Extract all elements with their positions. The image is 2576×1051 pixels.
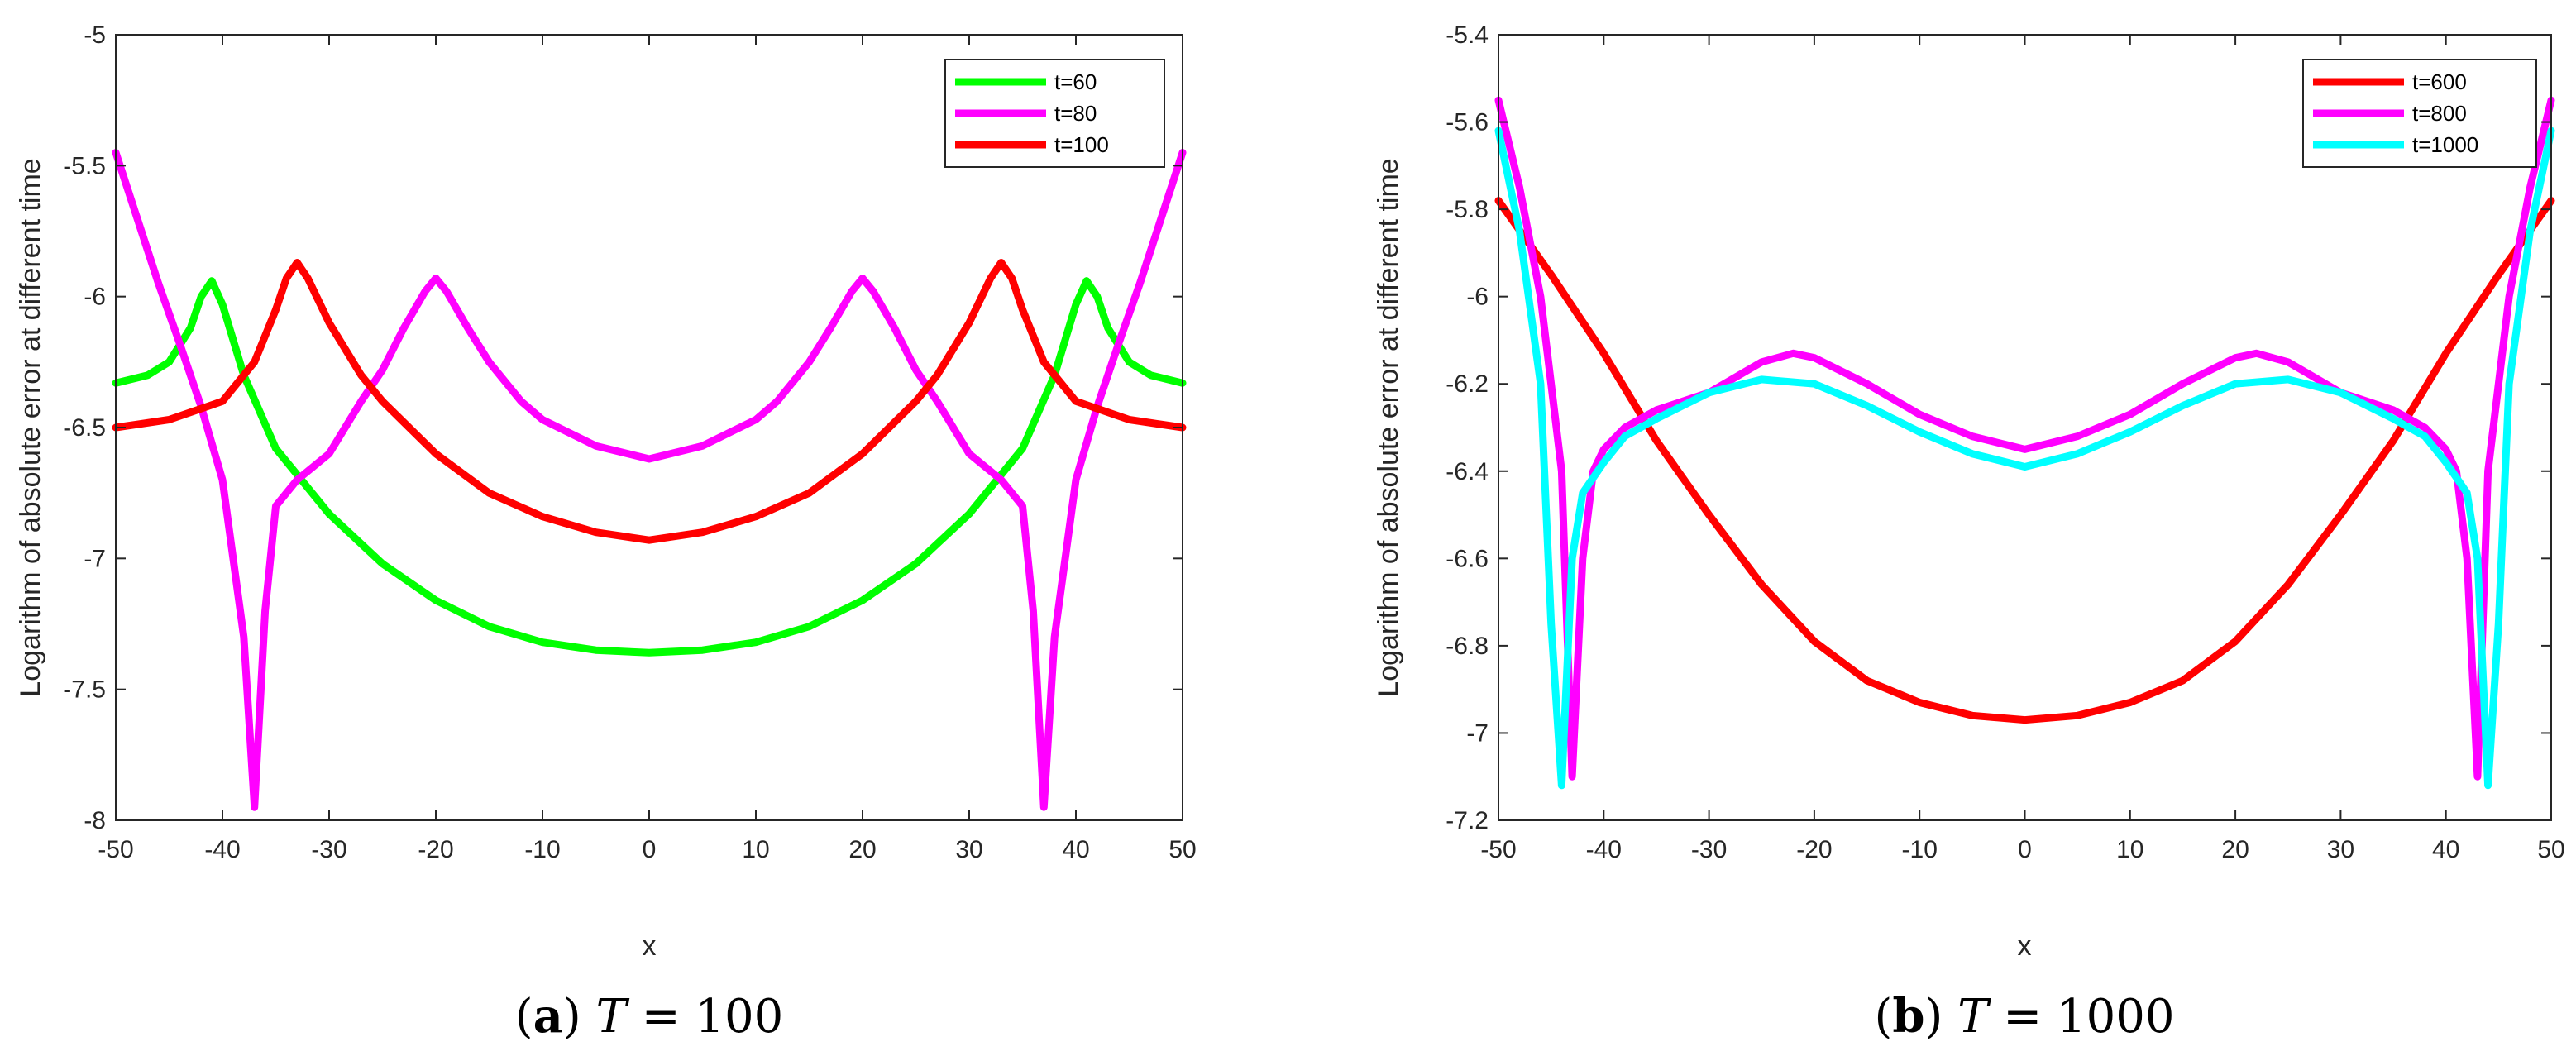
legend-label: t=80 <box>1054 101 1097 126</box>
y-tick-label: -5.4 <box>1446 21 1489 49</box>
x-tick-label: 30 <box>955 836 982 863</box>
y-tick-label: -6 <box>84 284 106 311</box>
y-axis-label-a: Logarithm of absolute error at different… <box>15 158 46 696</box>
y-tick-label: -5.6 <box>1446 109 1489 136</box>
x-tick-label: 50 <box>2537 836 2564 863</box>
x-tick-label: 50 <box>1169 836 1196 863</box>
y-tick-label: -6 <box>1466 284 1489 311</box>
series-line-t-600 <box>1494 197 2555 724</box>
x-tick-label: 0 <box>643 836 657 863</box>
x-tick-label: -10 <box>1902 836 1938 863</box>
y-tick-label: -7.2 <box>1446 807 1489 834</box>
caption-a-tag: a <box>533 989 563 1044</box>
x-tick-label: -20 <box>1796 836 1832 863</box>
caption-b-relation: = 1000 <box>2003 990 2174 1044</box>
caption-b: (b) T = 1000 <box>1874 989 2174 1044</box>
series-line-t-800 <box>1494 96 2555 781</box>
y-tick-label: -6.8 <box>1446 633 1489 660</box>
legend-label: t=1000 <box>2412 132 2478 157</box>
legend-label: t=60 <box>1054 69 1097 94</box>
y-tick-label: -5 <box>84 21 106 49</box>
series-line-t-80 <box>112 149 1187 811</box>
chart-panel-b: t=600 t=800 t=1000 -50 -40 -30 -20 -10 0 10 20 30 4… <box>1373 21 2565 1044</box>
legend-label: t=600 <box>2412 69 2467 94</box>
y-tick-label: -5.5 <box>63 152 106 179</box>
x-axis-b: -50 -40 -30 -20 -10 0 10 20 30 40 50 <box>1480 35 2565 863</box>
caption-a: (a) T = 100 <box>515 989 784 1044</box>
series-line-t-1000 <box>1494 127 2555 790</box>
legend-b: t=600 t=800 t=1000 <box>2302 59 2537 168</box>
series-line-t-100 <box>112 259 1187 544</box>
x-tick-label: -30 <box>1691 836 1727 863</box>
y-tick-label: -6.4 <box>1446 458 1489 485</box>
y-tick-label: -6.5 <box>63 414 106 442</box>
x-tick-label: 0 <box>2018 836 2032 863</box>
x-tick-label: 40 <box>1062 836 1089 863</box>
x-tick-label: 10 <box>742 836 769 863</box>
x-tick-label: 30 <box>2327 836 2354 863</box>
x-tick-label: -10 <box>524 836 560 863</box>
x-axis-label-a: x <box>643 930 657 962</box>
chart-panel-a: t=60 t=80 t=100 -50 -40 -30 -20 -10 0 10 20 30 40 50… <box>15 21 1197 1044</box>
x-tick-label: -20 <box>418 836 453 863</box>
legend-a: t=60 t=80 t=100 <box>944 59 1165 168</box>
y-tick-label: -7 <box>84 545 106 572</box>
legend-label: t=100 <box>1054 132 1109 157</box>
x-axis-label-b: x <box>2018 930 2032 962</box>
caption-b-variable: T <box>1957 990 1991 1044</box>
y-tick-label: -7.5 <box>63 676 106 704</box>
x-tick-label: -50 <box>1480 836 1516 863</box>
caption-b-tag: b <box>1892 989 1924 1044</box>
y-tick-label: -6.2 <box>1446 370 1489 398</box>
y-axis-a: -8 -7.5 -7 -6.5 -6 -5.5 -5 <box>63 21 1183 834</box>
x-axis-a: -50 -40 -30 -20 -10 0 10 20 30 40 50 <box>98 35 1197 863</box>
y-tick-label: -7 <box>1466 719 1489 747</box>
y-axis-label-b: Logarithm of absolute error at different… <box>1373 158 1404 696</box>
y-axis-b: -7.2 -7 -6.8 -6.6 -6.4 -6.2 -6 -5.8 -5.6 -5.4 <box>1446 21 2551 834</box>
x-tick-label: -40 <box>204 836 240 863</box>
x-tick-label: 10 <box>2116 836 2143 863</box>
x-tick-label: 20 <box>2221 836 2249 863</box>
y-tick-label: -8 <box>84 807 106 834</box>
x-tick-label: 20 <box>848 836 876 863</box>
caption-a-variable: T <box>596 990 630 1044</box>
series-line-t-60 <box>112 277 1187 657</box>
legend-label: t=800 <box>2412 101 2467 126</box>
x-tick-label: -50 <box>98 836 133 863</box>
x-tick-label: 40 <box>2432 836 2459 863</box>
caption-a-relation: = 100 <box>642 990 784 1044</box>
x-tick-label: -30 <box>311 836 346 863</box>
y-tick-label: -6.6 <box>1446 545 1489 572</box>
y-tick-label: -5.8 <box>1446 196 1489 223</box>
x-tick-label: -40 <box>1586 836 1622 863</box>
